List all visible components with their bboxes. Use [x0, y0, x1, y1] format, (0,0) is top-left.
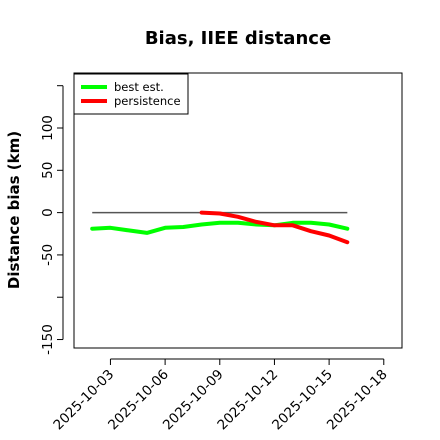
y-tick-label: 50: [40, 162, 56, 179]
y-tick-label: -50: [40, 244, 56, 266]
axes: -150-500501002025-10-032025-10-062025-10…: [40, 72, 403, 433]
y-tick-label: -150: [40, 324, 56, 355]
series-line-best-est: [90, 220, 350, 235]
y-axis-title: Distance bias (km): [5, 131, 23, 289]
chart-title: Bias, IIEE distance: [145, 28, 331, 49]
series-line-persistence: [199, 210, 350, 245]
legend: best est.persistence: [73, 73, 189, 115]
y-tick-label: 0: [40, 208, 56, 217]
legend-box: [73, 73, 189, 115]
plot-border: [73, 72, 403, 349]
y-tick-label: 100: [40, 115, 56, 141]
plot-area: [90, 210, 350, 245]
legend-label: best est.: [114, 80, 164, 94]
legend-label: persistence: [114, 94, 181, 108]
